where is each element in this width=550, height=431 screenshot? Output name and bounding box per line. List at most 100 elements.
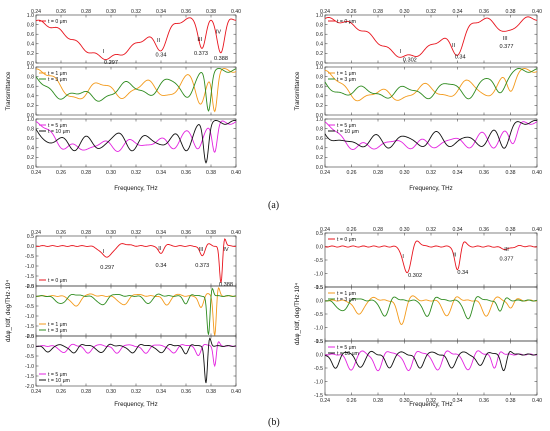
x-tick-label-top: 0.40 xyxy=(231,9,241,15)
peak-annotation: II xyxy=(453,253,457,259)
x-tick-label-top: 0.24 xyxy=(320,9,330,15)
legend-label: t = 3 μm xyxy=(48,77,67,83)
series-line xyxy=(324,240,538,274)
legend-label: t = 3 μm xyxy=(48,328,67,334)
legend-label: t = 1 μm xyxy=(48,71,67,77)
y-tick-label: 0.0 xyxy=(316,61,323,67)
peak-annotation: IV xyxy=(223,247,229,253)
y-tick-label: 1.0 xyxy=(27,117,34,123)
x-tick-label-bottom: 0.28 xyxy=(81,170,91,176)
legend-label: t = 10 μm xyxy=(337,129,359,135)
y-tick-label: 0.2 xyxy=(27,103,34,109)
legend-label: t = 5 μm xyxy=(337,345,356,351)
series-line xyxy=(324,295,538,325)
x-tick-label-bottom: 0.32 xyxy=(131,389,141,395)
y-tick-label: 1.0 xyxy=(316,65,323,71)
x-tick-label-bottom: 0.24 xyxy=(31,389,41,395)
y-tick-label: -1.0 xyxy=(314,379,323,385)
peak-annotation: I xyxy=(103,249,105,255)
panel-b_left-1: -2.0 -1.5 -1.0 -0.5 0.0 0.5 t = 0 μm I 0.297 II 0.… xyxy=(25,234,237,290)
y-tick-label: -1.0 xyxy=(25,364,34,370)
y-tick-label: 0.6 xyxy=(316,84,323,90)
series-line xyxy=(324,68,538,100)
x-tick-label-top: 0.32 xyxy=(426,227,436,233)
x-tick-label-top: 0.26 xyxy=(346,9,356,15)
peak-annotation: IV xyxy=(216,29,222,35)
series-line xyxy=(35,68,237,112)
series-line xyxy=(35,238,237,284)
y-tick-label: 0.4 xyxy=(27,146,34,152)
peak-annotation: II xyxy=(158,246,162,252)
series-line xyxy=(35,287,237,336)
peak-annotation: II xyxy=(157,38,161,44)
x-tick-label-top: 0.26 xyxy=(56,9,66,15)
panel-a_left-3: 0.0 0.2 0.4 0.6 0.8 1.0 t = 5 μmt = 10 μm xyxy=(27,117,237,171)
y-tick-label: -0.5 xyxy=(314,258,323,264)
x-tick-label-top: 0.30 xyxy=(399,227,409,233)
panel-b_right-3: -1.5 -1.0 -0.5 0.0 0.5 t = 5 μmt = 10 μm xyxy=(314,339,538,399)
x-tick-label-bottom: 0.26 xyxy=(56,170,66,176)
legend-label: t = 10 μm xyxy=(48,378,70,384)
caption-b: (b) xyxy=(268,417,280,428)
panel-a_left-2: 0.0 0.2 0.4 0.6 0.8 1.0 t = 1 μmt = 3 μm xyxy=(27,65,237,119)
x-tick-label-bottom: 0.26 xyxy=(346,398,356,404)
x-tick-label-top: 0.38 xyxy=(505,227,515,233)
y-tick-label: 0.5 xyxy=(27,284,34,290)
x-tick-label-bottom: 0.34 xyxy=(452,170,462,176)
y-axis-label: dΔφ_t/df, deg/THz·10⁴ xyxy=(294,283,301,345)
chart-a_left: 0.0 0.2 0.4 0.6 0.8 1.0 t = 0 μm I 0.297 II 0.34 II… xyxy=(5,9,241,192)
x-tick-label-top: 0.30 xyxy=(106,9,116,15)
y-axis-label: Transmittance xyxy=(5,71,12,111)
y-tick-label: 0.4 xyxy=(27,94,34,100)
chart-b_right: -1.5 -1.0 -0.5 0.0 0.5 t = 0 μm I 0.302 II 0.34 II… xyxy=(294,227,542,408)
y-tick-label: 0.5 xyxy=(316,339,323,345)
series-line xyxy=(35,119,237,164)
x-tick-label-top: 0.34 xyxy=(156,9,166,15)
y-tick-label: 0.0 xyxy=(27,244,34,250)
x-tick-label-bottom: 0.26 xyxy=(346,170,356,176)
y-tick-label: -0.5 xyxy=(314,312,323,318)
x-tick-label-bottom: 0.40 xyxy=(532,170,542,176)
y-tick-label: 0.0 xyxy=(316,113,323,119)
series-line xyxy=(35,17,237,61)
x-tick-label-bottom: 0.28 xyxy=(81,389,91,395)
x-tick-label-bottom: 0.32 xyxy=(131,170,141,176)
legend-label: t = 3 μm xyxy=(337,297,356,303)
x-tick-label-bottom: 0.30 xyxy=(399,398,409,404)
y-tick-label: -1.5 xyxy=(25,274,34,280)
y-tick-label: 0.2 xyxy=(316,155,323,161)
peak-annotation: 0.302 xyxy=(408,273,422,279)
y-tick-label: -2.0 xyxy=(25,284,34,290)
x-tick-label-bottom: 0.32 xyxy=(426,398,436,404)
x-tick-label-bottom: 0.34 xyxy=(452,398,462,404)
x-tick-label-bottom: 0.30 xyxy=(106,170,116,176)
y-tick-label: 0.0 xyxy=(27,113,34,119)
y-tick-label: 0.8 xyxy=(27,74,34,80)
peak-annotation: I xyxy=(103,49,105,55)
x-tick-label-bottom: 0.28 xyxy=(373,170,383,176)
x-tick-label-top: 0.28 xyxy=(81,230,91,236)
legend-label: t = 1 μm xyxy=(337,71,356,77)
y-tick-label: -0.5 xyxy=(25,254,34,260)
peak-annotation: 0.34 xyxy=(457,270,468,276)
x-tick-label-bottom: 0.40 xyxy=(231,170,241,176)
y-tick-label: -1.5 xyxy=(25,374,34,380)
y-tick-label: 0.0 xyxy=(316,352,323,358)
peak-annotation: 0.297 xyxy=(100,265,114,271)
x-tick-label-bottom: 0.34 xyxy=(156,389,166,395)
legend-label: t = 5 μm xyxy=(337,123,356,129)
peak-annotation: 0.373 xyxy=(195,263,209,269)
x-axis-label: Frequency, THz xyxy=(409,401,452,408)
legend-label: t = 10 μm xyxy=(337,351,359,357)
x-tick-label-top: 0.40 xyxy=(231,230,241,236)
peak-annotation: 0.388 xyxy=(219,282,233,288)
x-tick-label-bottom: 0.40 xyxy=(231,389,241,395)
y-tick-label: 0.5 xyxy=(27,234,34,240)
y-tick-label: 0.2 xyxy=(316,103,323,109)
x-tick-label-bottom: 0.34 xyxy=(156,170,166,176)
panel-b_right-1: -1.5 -1.0 -0.5 0.0 0.5 t = 0 μm I 0.302 II 0.34 II… xyxy=(314,231,538,291)
peak-annotation: I xyxy=(400,49,402,55)
peak-annotation: 0.34 xyxy=(156,52,167,58)
